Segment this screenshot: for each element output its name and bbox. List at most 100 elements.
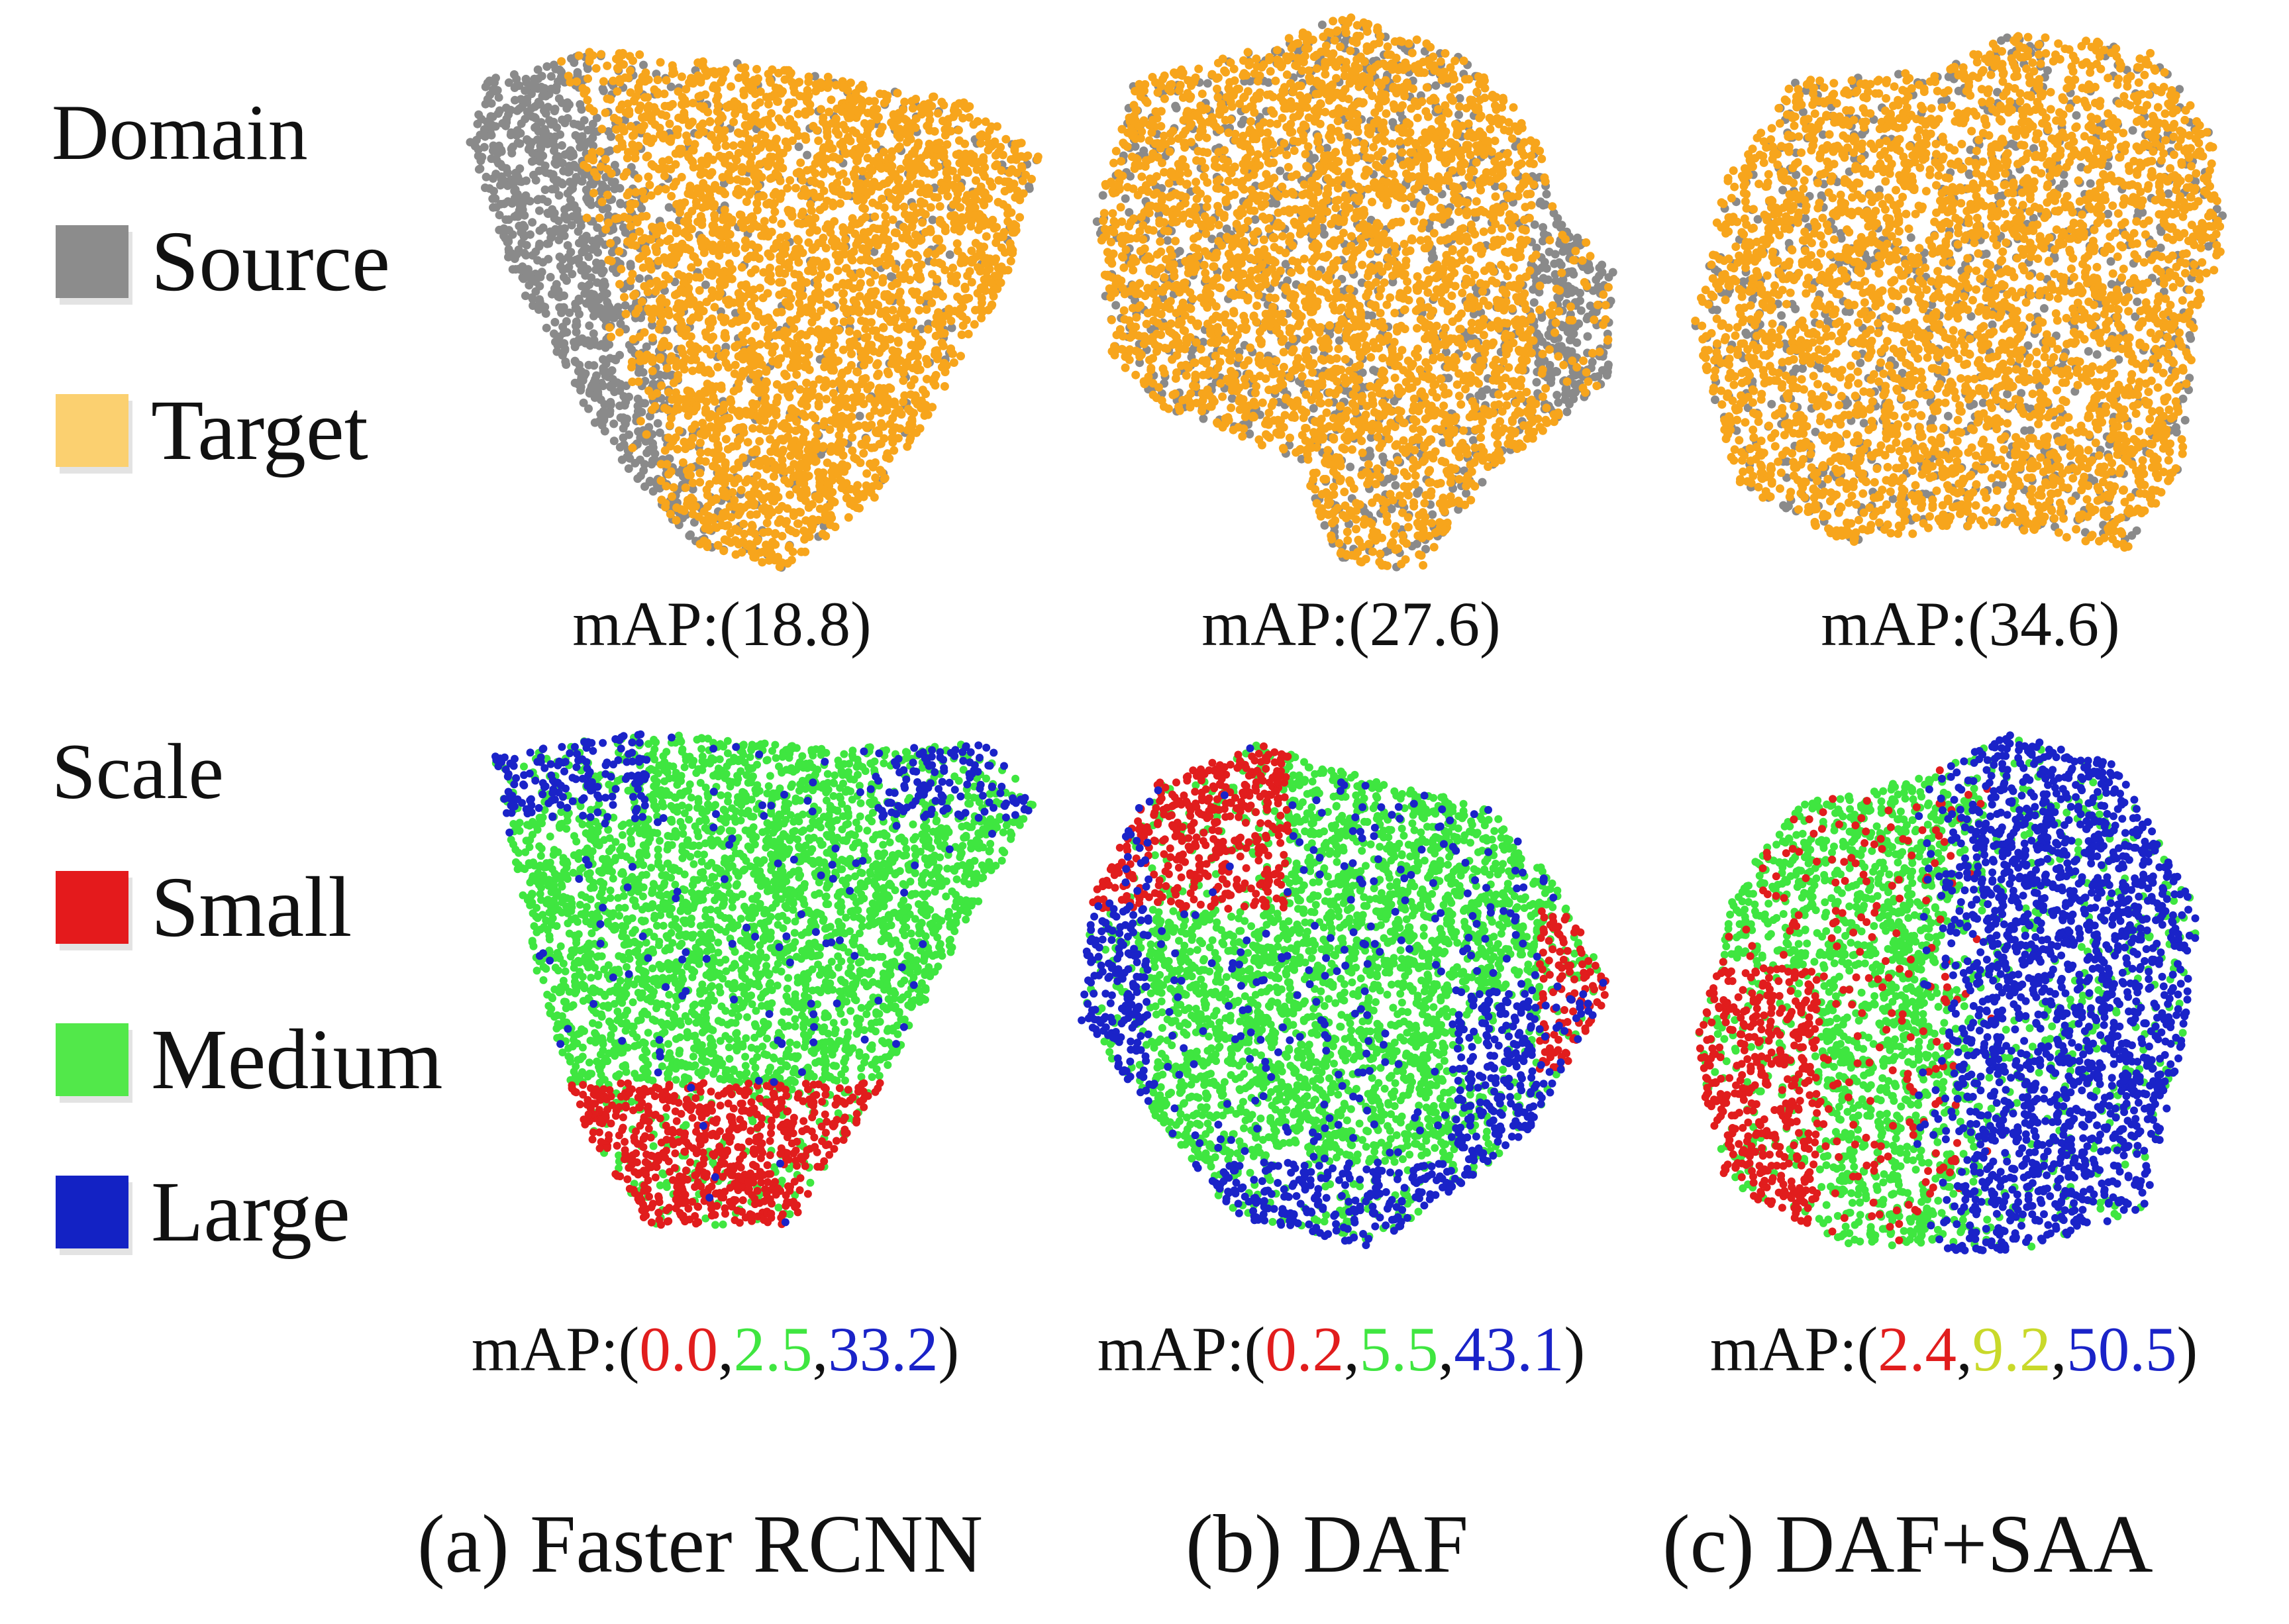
scatter-point [1554, 398, 1563, 407]
scatter-point [562, 360, 571, 369]
scatter-point [980, 189, 989, 199]
scatter-point [1003, 209, 1012, 219]
scatter-point [521, 191, 531, 200]
scatter-point [570, 356, 580, 366]
scatter-point [851, 89, 860, 97]
scatter-point [694, 309, 703, 318]
scatter-point [864, 171, 874, 180]
scatter-point [1111, 301, 1121, 310]
scatter-point [992, 160, 1001, 169]
legend-item-large: Large [56, 1169, 350, 1255]
scatter-point [839, 317, 848, 327]
scatter-point [607, 132, 615, 141]
scatter-point [589, 179, 598, 189]
scatter-point [574, 254, 584, 264]
scatter-point [696, 429, 705, 438]
scatter-point [494, 159, 503, 168]
scatter-point [932, 313, 941, 322]
scatter-point [734, 289, 743, 298]
scatter-point [902, 130, 911, 139]
scatter-point [845, 327, 854, 336]
scatter-point [613, 87, 622, 96]
scatter-point [764, 99, 773, 109]
scatter-point [961, 195, 970, 205]
scatter-point [758, 407, 768, 416]
scatter-point [640, 281, 649, 291]
scatter-point [809, 188, 818, 197]
scatter-point [761, 393, 770, 402]
scatter-point [665, 102, 674, 111]
scatter-point [858, 166, 867, 176]
scatter-point [846, 485, 855, 493]
scatter-point [896, 164, 905, 174]
scatter-point [951, 184, 960, 193]
scatter-point [1583, 332, 1592, 341]
scatter-point [768, 342, 777, 352]
scatter-point [739, 338, 748, 346]
scatter-point [697, 242, 707, 252]
scatter-point [807, 165, 817, 174]
scatter-point [638, 399, 647, 408]
scatter-point [921, 210, 930, 219]
scatter-point [941, 130, 950, 140]
scatter-point [701, 344, 711, 354]
scatter-point [964, 329, 973, 338]
scatter-point [489, 174, 497, 183]
scatter-point [866, 488, 876, 497]
scatter-point [662, 364, 672, 373]
scatter-point [725, 413, 734, 423]
scatter-point [830, 152, 839, 162]
scatter-point [513, 138, 523, 148]
scatter-point [837, 476, 846, 485]
scatter-point [610, 178, 619, 187]
scatter-point [778, 455, 787, 464]
scatter-point [979, 153, 988, 162]
scatter-point [909, 202, 918, 211]
scatter-point [727, 513, 736, 522]
scatter-point [954, 126, 963, 134]
scatter-point [680, 95, 689, 105]
scatter-point [1309, 345, 1318, 354]
scatter-point [671, 433, 680, 442]
scatter-point [734, 74, 743, 82]
scatter-point [755, 283, 764, 293]
scatter-point [567, 221, 576, 230]
scatter-point [698, 419, 707, 428]
scatter-point [882, 406, 891, 415]
scatter-point [815, 504, 825, 513]
scatter-point [775, 268, 784, 278]
scatter-point [644, 75, 653, 84]
scatter-point [603, 94, 612, 103]
scatter-point [650, 225, 659, 234]
scatter-point [510, 83, 519, 92]
scatter-point [794, 142, 803, 152]
scatter-point [563, 241, 572, 250]
scatter-point [597, 125, 607, 134]
scatter-point [661, 503, 670, 512]
scatter-point [609, 436, 619, 446]
scatter-point [713, 125, 723, 134]
scatter-point [648, 333, 657, 342]
scatter-point [822, 395, 831, 404]
scatter-point [933, 109, 942, 118]
scatter-point [874, 152, 884, 162]
scatter-point [772, 406, 781, 415]
scatter-point [619, 127, 629, 136]
scatter-point [938, 318, 947, 327]
scatter-point [702, 202, 711, 211]
scatter-point [711, 523, 720, 532]
scatter-point [976, 138, 986, 148]
scatter-point [717, 77, 726, 87]
scatter-point [999, 228, 1009, 237]
scatter-point [819, 170, 828, 179]
scatter-point [819, 160, 828, 170]
scatter-point [777, 117, 786, 127]
scatter-point [805, 228, 815, 237]
scatter-point [721, 348, 730, 358]
scatter-point [743, 438, 752, 447]
scatter-point [660, 446, 670, 455]
scatter-point [631, 241, 640, 250]
scatter-point [820, 417, 829, 426]
scatter-point [912, 209, 921, 218]
scatter-point [853, 495, 862, 504]
